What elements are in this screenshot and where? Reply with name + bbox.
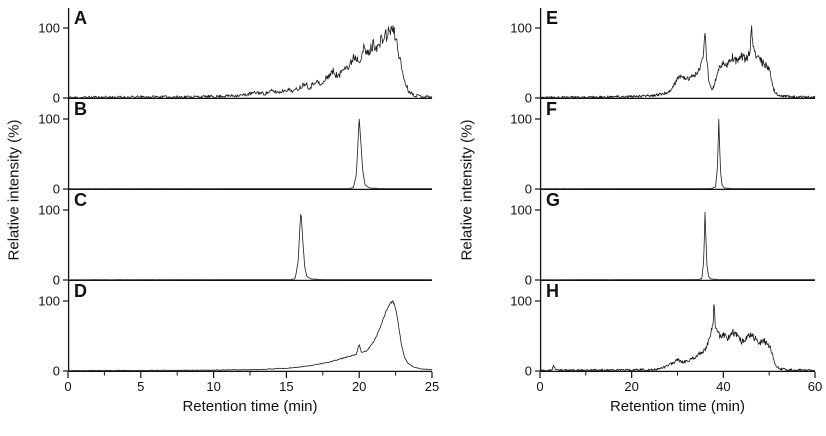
svg-text:100: 100	[38, 112, 60, 127]
panel-letter: H	[546, 281, 559, 301]
panel-letter: E	[546, 8, 559, 28]
svg-text:0: 0	[525, 91, 532, 106]
svg-text:0: 0	[536, 379, 543, 394]
left-panel-stack: 0 100 A 0 100 B 0 100 C 0 100 0 5 10 15 20 25 D	[38, 8, 439, 394]
panel-F: 0 100 F	[510, 99, 815, 197]
y-axis-label: Relative intensity (%)	[5, 119, 23, 261]
svg-text:5: 5	[137, 379, 144, 394]
svg-text:0: 0	[53, 364, 60, 379]
svg-text:0: 0	[53, 91, 60, 106]
svg-text:60: 60	[808, 379, 822, 394]
x-axis-label: Retention time (min)	[609, 398, 746, 415]
chromatogram-C-plot: 0 100	[38, 190, 432, 288]
right-panel-stack: 0 100 E 0 100 F 0 100 G 0 100 0 20 40 60 H	[510, 8, 822, 394]
svg-text:0: 0	[525, 273, 532, 288]
svg-text:0: 0	[64, 379, 71, 394]
panel-C: 0 100 C	[38, 190, 432, 288]
y-axis-label: Relative intensity (%)	[458, 119, 476, 261]
svg-text:40: 40	[716, 379, 730, 394]
panel-D: 0 100 0 5 10 15 20 25 D	[38, 281, 439, 394]
svg-text:20: 20	[352, 379, 366, 394]
svg-text:25: 25	[425, 379, 439, 394]
chromatogram-D-plot: 0 100 0 5 10 15 20 25	[38, 281, 439, 394]
panel-E: 0 100 E	[510, 8, 816, 106]
svg-text:0: 0	[53, 273, 60, 288]
svg-text:100: 100	[510, 112, 532, 127]
panel-letter: B	[74, 99, 87, 119]
x-axis-label: Retention time (min)	[182, 398, 318, 415]
right-column: Relative intensity (%) 0 100 E 0 100 F 0 10…	[445, 0, 826, 436]
chromatogram-H-plot: 0 100 0 20 40 60	[510, 281, 822, 394]
panel-letter: G	[546, 190, 561, 210]
chromatogram-A-plot: 0 100	[38, 8, 433, 106]
svg-text:20: 20	[624, 379, 638, 394]
svg-text:0: 0	[525, 182, 532, 197]
panel-letter: D	[74, 281, 87, 301]
panel-G: 0 100 G	[510, 190, 816, 288]
chromatogram-B-plot: 0 100	[38, 99, 432, 197]
svg-text:100: 100	[38, 203, 60, 218]
svg-text:10: 10	[206, 379, 220, 394]
svg-text:100: 100	[510, 294, 532, 309]
panel-letter: A	[74, 8, 87, 28]
svg-text:100: 100	[38, 21, 60, 36]
panel-B: 0 100 B	[38, 99, 432, 197]
panel-letter: F	[546, 99, 557, 119]
panel-letter: C	[74, 190, 87, 210]
panel-H: 0 100 0 20 40 60 H	[510, 281, 822, 394]
left-column: Relative intensity (%) 0 100 A 0 100 B 0 10…	[5, 8, 439, 415]
panel-A: 0 100 A	[38, 8, 433, 106]
svg-text:100: 100	[510, 203, 532, 218]
svg-text:100: 100	[510, 21, 532, 36]
svg-text:15: 15	[279, 379, 293, 394]
chromatogram-E-plot: 0 100	[510, 8, 816, 106]
chromatogram-F-plot: 0 100	[510, 99, 815, 197]
chromatogram-G-plot: 0 100	[510, 190, 816, 288]
svg-text:0: 0	[53, 182, 60, 197]
svg-text:0: 0	[525, 364, 532, 379]
svg-text:100: 100	[38, 294, 60, 309]
